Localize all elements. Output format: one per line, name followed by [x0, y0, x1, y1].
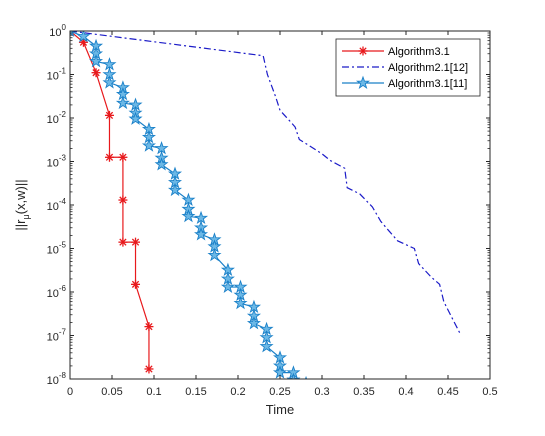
data-point [207, 247, 222, 262]
x-tick-label: 0.05 [101, 386, 122, 398]
x-tick-label: 0.25 [269, 386, 290, 398]
legend-marker [355, 75, 371, 89]
legend: Algorithm3.1 Algorithm2.1[12] Algorithm3.1… [335, 38, 481, 97]
y-tick-label: 100 [49, 23, 66, 39]
data-point [181, 208, 196, 223]
y-tick-label: 10-2 [47, 110, 67, 126]
y-tick-label: 10-5 [47, 241, 67, 257]
y-tick-label: 10-4 [47, 197, 67, 213]
y-tick-label: 10-3 [47, 154, 67, 170]
x-axis-title: Time [266, 402, 294, 417]
data-point [131, 237, 141, 247]
series-line [70, 31, 462, 335]
y-axis-title-main: ||r [13, 219, 28, 231]
data-point [128, 111, 143, 125]
data-point [70, 31, 75, 37]
y-tick-label: 10-8 [47, 371, 67, 387]
y-tick-label: 10-1 [47, 67, 67, 83]
data-point [102, 57, 117, 71]
y-axis-title-subscript: μ [21, 214, 31, 219]
y-axis-title-tail: (x,w)|| [13, 179, 28, 214]
series-Algorithm2.1[12] [70, 31, 462, 335]
data-point [118, 195, 128, 205]
y-axis-title: ||rμ(x,w)|| [13, 179, 31, 230]
data-point [233, 295, 248, 310]
data-point [91, 68, 101, 78]
data-point [286, 372, 301, 379]
data-point [89, 54, 104, 68]
data-point [246, 315, 261, 330]
data-point [194, 227, 209, 241]
data-point [144, 322, 154, 332]
x-tick-label: 0.5 [482, 386, 497, 398]
x-tick-label: 0.2 [230, 386, 245, 398]
plot-layer [70, 31, 462, 379]
legend-label: Algorithm3.1 [388, 46, 450, 58]
data-point [220, 279, 235, 294]
x-tick-label: 0.45 [437, 386, 458, 398]
data-point [118, 237, 128, 247]
data-point [104, 152, 114, 162]
data-point [144, 364, 154, 374]
y-tick-label: 10-7 [47, 328, 67, 344]
x-tick-label: 0.15 [185, 386, 206, 398]
y-tick-label: 10-6 [47, 284, 67, 300]
x-tick-label: 0.35 [353, 386, 374, 398]
x-tick-label: 0.3 [314, 386, 329, 398]
data-point [76, 31, 91, 43]
data-point [141, 138, 156, 152]
series-line [70, 31, 150, 369]
data-point [115, 95, 130, 110]
x-tick-label: 0.1 [146, 386, 161, 398]
legend-label: Algorithm3.1[11] [388, 78, 467, 90]
data-point [118, 152, 128, 162]
data-point [102, 75, 117, 89]
x-tick-label: 0.4 [398, 386, 413, 398]
x-tick-label: 0 [67, 386, 73, 398]
legend-marker [358, 46, 368, 56]
data-point [259, 339, 274, 353]
data-point [154, 157, 169, 171]
series-Algorithm3.1[11] [70, 31, 308, 379]
data-point [131, 279, 141, 289]
series-Algorithm3.1 [70, 31, 154, 374]
legend-label: Algorithm2.1[12] [388, 62, 468, 74]
axes-layer: 0 0.05 0.1 0.15 0.2 0.25 0.3 0.35 0.4 0.45 0.5 10-8… [47, 23, 498, 398]
data-point [104, 110, 114, 120]
data-point [167, 182, 183, 197]
